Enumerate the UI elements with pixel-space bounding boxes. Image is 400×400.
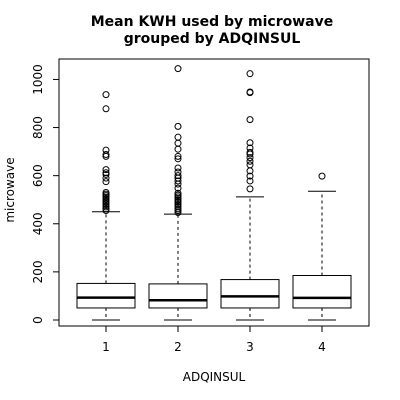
y-axis: 0 200 400 600 800 1000 [31,64,59,324]
box-series [76,65,352,321]
outlier-point [102,166,110,174]
outlier-point [246,116,254,124]
outlier-point [102,91,110,99]
x-tick-label: 3 [246,340,254,354]
iqr-box [148,283,208,309]
x-axis: 1 2 3 4 [102,326,326,354]
x-tick-label: 4 [318,340,326,354]
outlier-point [174,145,182,153]
outlier-point [174,168,182,176]
outlier-point [246,161,254,169]
x-tick-label: 2 [174,340,182,354]
outlier-point [174,205,182,213]
outlier-point [102,105,110,113]
box-group-3 [220,70,280,321]
outlier-point [174,139,182,147]
y-tick-label: 600 [31,164,45,187]
outlier-point [102,205,110,213]
outlier-point [102,150,110,158]
outlier-point [246,148,254,156]
box-group-1 [76,91,136,321]
x-tick-label: 1 [102,340,110,354]
outlier-point [174,65,182,73]
outlier-point [246,139,254,147]
outlier-point [102,169,110,177]
x-axis-label: ADQINSUL [183,370,246,384]
outlier-point [174,184,182,192]
outlier-point [174,191,182,199]
outlier-point [174,155,182,163]
outlier-point [102,146,110,154]
outlier-point [174,133,182,141]
outlier-point [102,189,110,196]
y-tick-label: 1000 [31,64,45,95]
iqr-box [292,274,352,309]
outlier-point [174,177,182,185]
y-tick-label: 200 [31,260,45,283]
chart-title-line2: grouped by ADQINSUL [124,31,301,47]
box-group-2 [148,65,208,321]
outlier-point [246,157,254,165]
outlier-point [102,174,110,182]
outlier-point [174,172,182,180]
chart-title-line1: Mean KWH used by microwave [91,14,334,30]
outlier-point [246,88,254,96]
y-tick-label: 400 [31,212,45,235]
outlier-point [246,185,254,193]
outlier-point [174,152,182,160]
outlier-point [318,172,326,180]
iqr-box [76,282,136,309]
outlier-point [246,172,254,180]
outlier-point [174,164,182,172]
box-group-4 [292,172,352,321]
outlier-point [102,178,110,186]
y-tick-label: 800 [31,116,45,139]
plot-frame [58,58,370,327]
y-axis-label: microwave [3,157,17,222]
outlier-point [246,154,254,162]
outlier-point [174,122,182,130]
outlier-point [246,144,254,152]
outlier-point [174,189,182,197]
iqr-box [220,279,280,309]
outlier-point [246,177,254,185]
outlier-point [246,70,254,78]
y-tick-label: 0 [31,316,45,324]
